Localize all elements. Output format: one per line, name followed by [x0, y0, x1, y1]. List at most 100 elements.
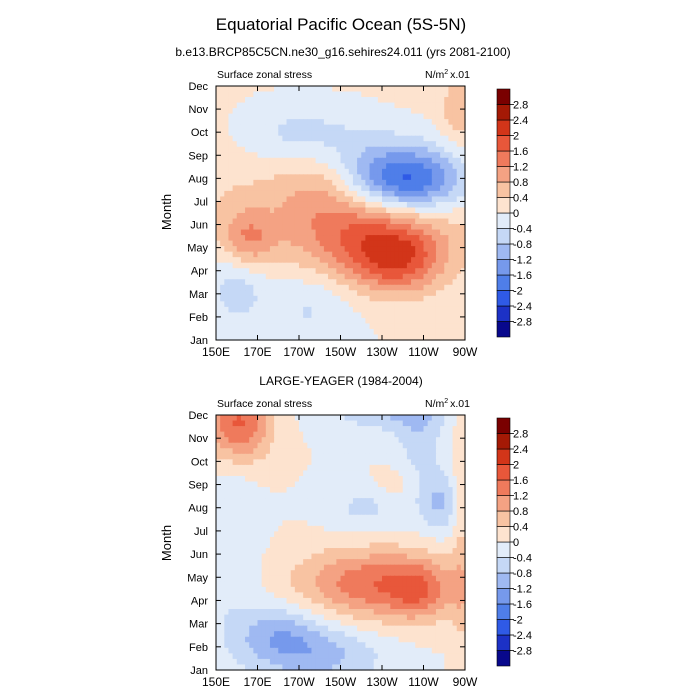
contour-cell: [328, 108, 333, 115]
contour-cell: [369, 213, 375, 220]
contour-cell: [323, 130, 329, 137]
contour-cell: [240, 163, 246, 170]
contour-cell: [328, 229, 333, 236]
contour-cell: [328, 290, 333, 297]
contour-cell: [290, 570, 296, 577]
contour-cell: [311, 312, 317, 319]
contour-cell: [365, 498, 371, 505]
contour-cell: [394, 284, 400, 291]
contour-cell: [444, 102, 449, 109]
contour-cell: [278, 437, 283, 444]
contour-cell: [278, 548, 283, 555]
contour-cell: [448, 531, 454, 538]
contour-cell: [398, 306, 404, 313]
contour-cell: [323, 487, 329, 494]
contour-cell: [406, 415, 412, 422]
contour-cell: [224, 196, 230, 203]
contour-cell: [278, 201, 283, 209]
contour-cell: [265, 470, 271, 477]
contour-cell: [278, 609, 283, 616]
contour-cell: [427, 448, 433, 455]
contour-cell: [394, 152, 400, 159]
contour-cell: [311, 609, 317, 616]
contour-cell: [236, 453, 242, 460]
contour-cell: [427, 290, 433, 297]
contour-cell: [448, 141, 454, 148]
contour-cell: [373, 146, 379, 153]
contour-cell: [269, 426, 275, 433]
contour-cell: [216, 575, 221, 582]
contour-cell: [427, 97, 433, 104]
contour-cell: [386, 135, 391, 142]
contour-cell: [286, 306, 292, 313]
contour-cell: [282, 453, 288, 460]
contour-cell: [286, 520, 292, 527]
contour-cell: [224, 174, 230, 181]
contour-cell: [299, 531, 304, 538]
contour-cell: [220, 201, 225, 209]
contour-cell: [336, 570, 342, 577]
contour-cell: [269, 113, 275, 120]
contour-cell: [336, 548, 342, 555]
contour-cell: [265, 157, 271, 164]
contour-cell: [456, 213, 462, 220]
contour-cell: [382, 559, 387, 566]
contour-cell: [340, 581, 346, 588]
contour-cell: [415, 218, 420, 225]
contour-cell: [352, 301, 358, 308]
x-tick-label: 110W: [408, 345, 439, 359]
contour-cell: [307, 586, 313, 593]
contour-cell: [336, 475, 342, 483]
contour-cell: [452, 592, 458, 599]
contour-cell: [232, 102, 238, 109]
contour-cell: [307, 229, 313, 236]
contour-cell: [386, 213, 391, 220]
contour-cell: [344, 542, 350, 549]
contour-cell: [286, 179, 292, 186]
contour-cell: [290, 603, 296, 610]
contour-cell: [282, 268, 288, 275]
contour-cell: [398, 168, 404, 175]
contour-cell: [257, 251, 263, 258]
contour-cell: [274, 470, 279, 477]
contour-cell: [448, 262, 454, 269]
contour-cell: [344, 257, 350, 264]
contour-cell: [373, 251, 379, 258]
contour-cell: [357, 575, 362, 582]
contour-cell: [332, 185, 337, 192]
contour-cell: [253, 168, 259, 175]
contour-cell: [216, 312, 221, 319]
contour-cell: [274, 317, 279, 325]
contour-cell: [427, 268, 433, 275]
contour-cell: [386, 542, 391, 549]
contour-cell: [423, 420, 429, 427]
contour-cell: [452, 481, 458, 488]
contour-cell: [402, 185, 408, 192]
contour-cell: [220, 174, 225, 181]
contour-cell: [253, 295, 259, 302]
contour-cell: [406, 97, 412, 104]
contour-cell: [340, 273, 346, 280]
contour-cell: [344, 323, 350, 330]
contour-cell: [394, 229, 400, 236]
contour-cell: [265, 531, 271, 538]
contour-cell: [286, 97, 292, 104]
contour-cell: [311, 108, 317, 115]
contour-cell: [415, 431, 420, 438]
contour-cell: [431, 207, 437, 214]
contour-cell: [373, 431, 379, 438]
contour-cell: [415, 603, 420, 610]
contour-cell: [435, 492, 441, 499]
contour-cell: [427, 334, 433, 341]
contour-cell: [228, 559, 234, 566]
contour-cell: [394, 453, 400, 460]
contour-cell: [411, 179, 416, 186]
contour-cell: [224, 301, 230, 308]
contour-cell: [236, 481, 242, 488]
contour-cell: [419, 575, 425, 582]
contour-cell: [265, 146, 271, 153]
contour-cell: [303, 179, 308, 186]
contour-cell: [452, 174, 458, 181]
contour-cell: [448, 481, 454, 488]
contour-cell: [240, 273, 246, 280]
